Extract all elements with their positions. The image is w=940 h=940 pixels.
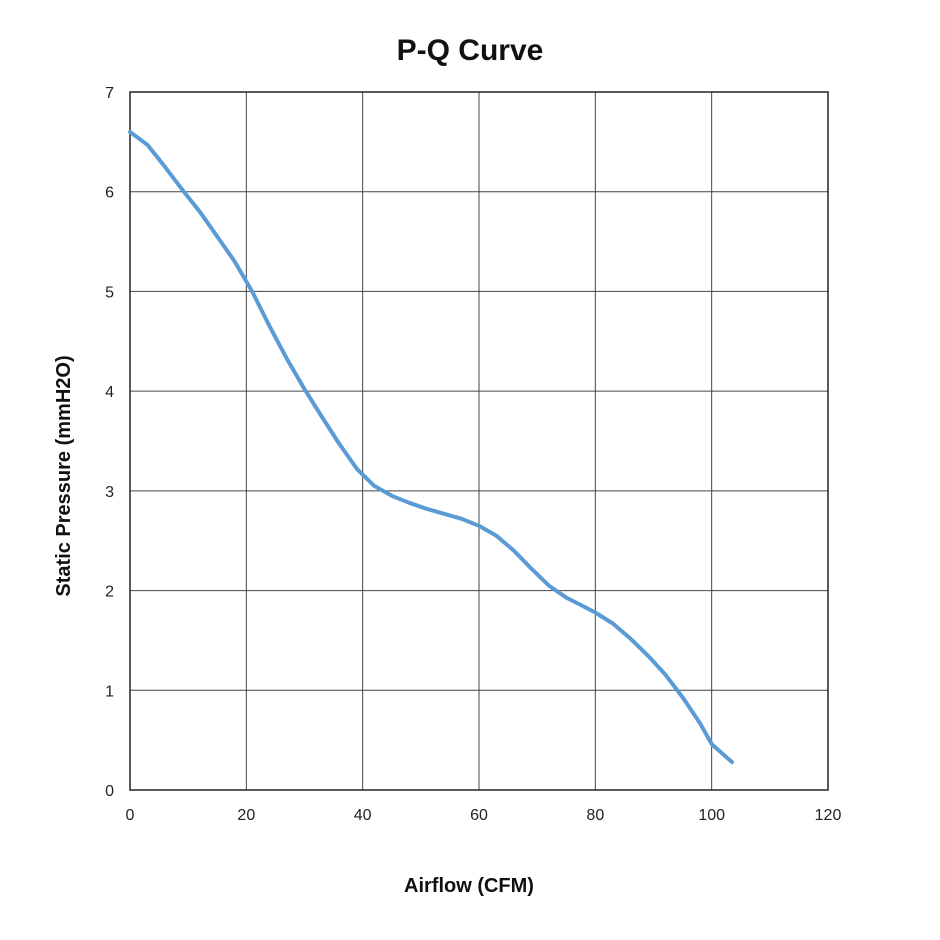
x-tick-label: 40 <box>354 807 372 824</box>
series-layer <box>128 129 734 765</box>
x-axis-ticks: 0 20 40 60 80 100 120 <box>126 807 842 824</box>
y-tick-label: 7 <box>105 85 114 102</box>
grid <box>129 91 829 791</box>
y-axis-label: Static Pressure (mmH2O) <box>53 355 75 596</box>
chart-title: P-Q Curve <box>397 34 544 67</box>
pq-curve-line <box>128 129 734 765</box>
x-axis-label: Airflow (CFM) <box>404 875 534 897</box>
plot-area-frame <box>129 91 829 791</box>
x-tick-label: 80 <box>586 807 604 824</box>
x-tick-label: 20 <box>237 807 255 824</box>
y-tick-label: 4 <box>105 384 114 401</box>
y-tick-label: 0 <box>105 783 114 800</box>
y-tick-label: 1 <box>105 683 114 700</box>
y-tick-label: 2 <box>105 584 114 601</box>
x-tick-label: 0 <box>126 807 135 824</box>
y-tick-label: 5 <box>105 284 114 301</box>
x-tick-label: 100 <box>698 807 725 824</box>
x-tick-label: 60 <box>470 807 488 824</box>
y-tick-label: 6 <box>105 185 114 202</box>
x-tick-label: 120 <box>815 807 842 824</box>
y-axis-ticks: 0 1 2 3 4 5 6 7 <box>105 85 114 800</box>
y-tick-label: 3 <box>105 484 114 501</box>
